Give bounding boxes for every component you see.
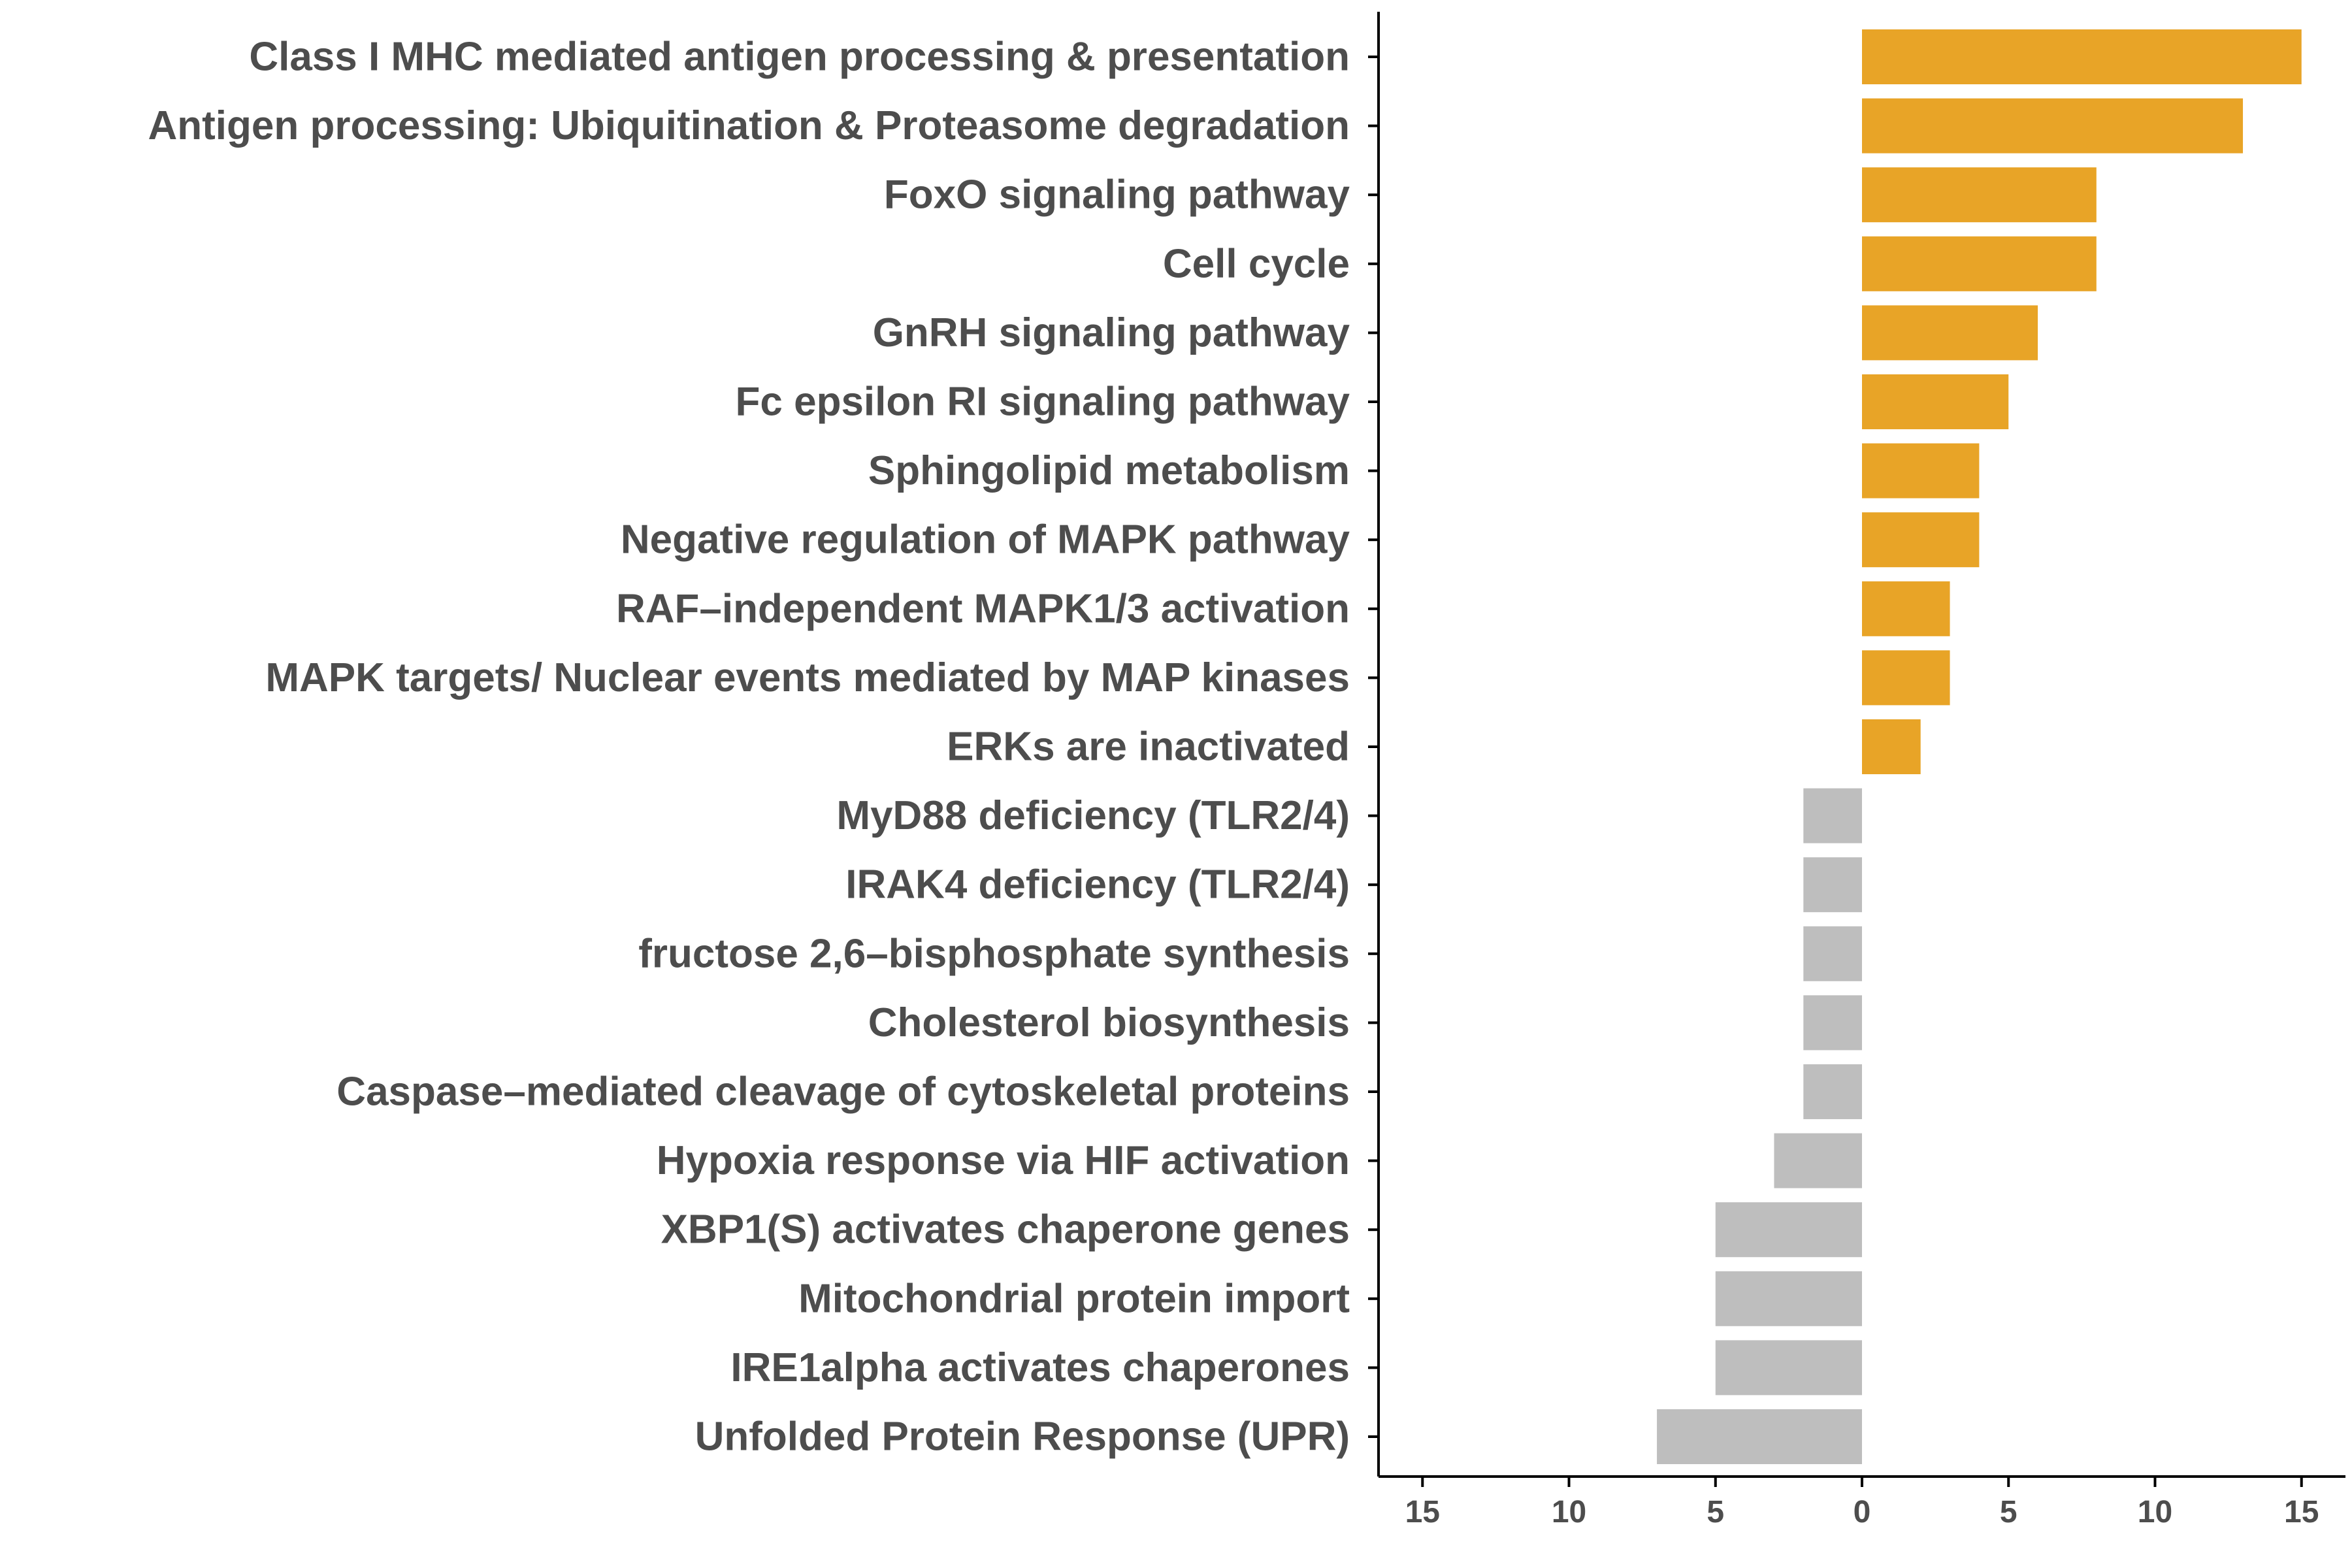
category-label: GnRH signaling pathway xyxy=(873,310,1350,355)
bar-15 xyxy=(1803,995,1862,1051)
bar-1 xyxy=(1862,29,2302,84)
bar-18 xyxy=(1715,1202,1862,1258)
x-tick-label: 5 xyxy=(1707,1495,1724,1529)
category-label: IRAK4 deficiency (TLR2/4) xyxy=(845,862,1350,907)
bar-8 xyxy=(1862,512,1980,568)
category-label: XBP1(S) activates chaperone genes xyxy=(661,1207,1350,1252)
category-label: Class I MHC mediated antigen processing … xyxy=(249,35,1350,80)
bar-2 xyxy=(1862,98,2244,154)
x-tick-label: 10 xyxy=(2138,1495,2172,1529)
category-label: Unfolded Protein Response (UPR) xyxy=(695,1414,1350,1460)
category-labels: Class I MHC mediated antigen processing … xyxy=(148,35,1350,1460)
x-tick-label: 15 xyxy=(2284,1495,2319,1529)
bar-19 xyxy=(1715,1271,1862,1326)
bar-16 xyxy=(1803,1064,1862,1119)
category-label: MAPK targets/ Nuclear events mediated by… xyxy=(265,655,1350,700)
bar-20 xyxy=(1715,1340,1862,1396)
bar-9 xyxy=(1862,581,1950,636)
bar-3 xyxy=(1862,167,2097,223)
category-label: Antigen processing: Ubiquitination & Pro… xyxy=(148,103,1350,148)
category-label: RAF–independent MAPK1/3 activation xyxy=(616,586,1350,631)
bar-14 xyxy=(1803,926,1862,981)
category-label: FoxO signaling pathway xyxy=(884,172,1350,218)
bars-layer xyxy=(1657,29,2302,1464)
bar-13 xyxy=(1803,857,1862,913)
category-label: fructose 2,6–bisphosphate synthesis xyxy=(638,931,1350,976)
category-label: Hypoxia response via HIF activation xyxy=(657,1138,1350,1183)
category-label: IRE1alpha activates chaperones xyxy=(730,1345,1350,1390)
axes: 15 10 5 0 5 10 15 xyxy=(1368,12,2345,1529)
bar-10 xyxy=(1862,650,1950,706)
x-tick-label: 10 xyxy=(1552,1495,1586,1529)
bar-7 xyxy=(1862,443,1980,498)
category-label: ERKs are inactivated xyxy=(947,725,1350,770)
x-tick-label: 0 xyxy=(1854,1495,1871,1529)
bar-6 xyxy=(1862,374,2009,429)
category-label: Negative regulation of MAPK pathway xyxy=(621,517,1350,563)
category-label: Mitochondrial protein import xyxy=(798,1276,1350,1321)
bar-5 xyxy=(1862,305,2038,361)
x-tick-label: 15 xyxy=(1405,1495,1440,1529)
category-label: Fc epsilon RI signaling pathway xyxy=(736,380,1350,425)
x-tick-label: 5 xyxy=(2000,1495,2017,1529)
bar-21 xyxy=(1657,1409,1862,1464)
category-label: Cholesterol biosynthesis xyxy=(868,1000,1350,1045)
category-label: Cell cycle xyxy=(1163,241,1350,286)
category-label: Sphingolipid metabolism xyxy=(868,448,1350,493)
bar-17 xyxy=(1774,1133,1862,1188)
bar-12 xyxy=(1803,788,1862,843)
bar-4 xyxy=(1862,236,2097,291)
bar-11 xyxy=(1862,719,1921,774)
category-label: MyD88 deficiency (TLR2/4) xyxy=(836,793,1350,838)
category-label: Caspase–mediated cleavage of cytoskeleta… xyxy=(336,1070,1350,1115)
